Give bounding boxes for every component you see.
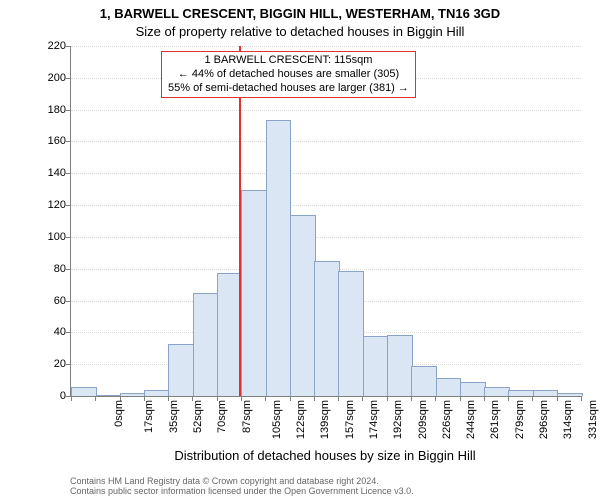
y-tick-mark xyxy=(66,110,71,111)
chart-container: 1, BARWELL CRESCENT, BIGGIN HILL, WESTER… xyxy=(0,0,600,500)
y-tick-mark xyxy=(66,173,71,174)
y-tick-label: 80 xyxy=(36,263,66,275)
x-tick-mark xyxy=(362,396,363,401)
plot-area: 1 BARWELL CRESCENT: 115sqm← 44% of detac… xyxy=(70,46,581,397)
y-tick-mark xyxy=(66,237,71,238)
x-tick-label: 244sqm xyxy=(465,400,477,439)
histogram-bar xyxy=(241,190,267,396)
y-tick-mark xyxy=(66,46,71,47)
page-title: 1, BARWELL CRESCENT, BIGGIN HILL, WESTER… xyxy=(0,6,600,21)
y-tick-mark xyxy=(66,364,71,365)
y-tick-label: 60 xyxy=(36,295,66,307)
x-tick-label: 105sqm xyxy=(271,400,283,439)
y-tick-label: 20 xyxy=(36,358,66,370)
x-tick-mark xyxy=(290,396,291,401)
histogram-bar xyxy=(266,120,292,396)
gridline xyxy=(71,173,581,174)
x-tick-label: 157sqm xyxy=(344,400,356,439)
histogram-bar xyxy=(193,293,219,396)
y-tick-mark xyxy=(66,269,71,270)
gridline xyxy=(71,205,581,206)
x-tick-label: 52sqm xyxy=(192,400,204,433)
x-tick-label: 70sqm xyxy=(216,400,228,433)
gridline xyxy=(71,110,581,111)
x-tick-mark xyxy=(387,396,388,401)
gridline xyxy=(71,237,581,238)
x-tick-label: 122sqm xyxy=(295,400,307,439)
x-axis-label: Distribution of detached houses by size … xyxy=(70,448,580,463)
histogram-bar xyxy=(338,271,364,396)
y-tick-mark xyxy=(66,301,71,302)
x-tick-mark xyxy=(265,396,266,401)
footer-line: Contains HM Land Registry data © Crown c… xyxy=(70,476,414,486)
histogram-bar xyxy=(290,215,316,396)
histogram-bar xyxy=(168,344,194,396)
y-tick-label: 160 xyxy=(36,135,66,147)
histogram-bar xyxy=(557,393,583,396)
histogram-bar xyxy=(484,387,510,396)
x-tick-mark xyxy=(435,396,436,401)
y-tick-label: 100 xyxy=(36,231,66,243)
x-tick-label: 17sqm xyxy=(143,400,155,433)
gridline xyxy=(71,141,581,142)
footer-line: Contains public sector information licen… xyxy=(70,486,414,496)
footer-attribution: Contains HM Land Registry data © Crown c… xyxy=(70,476,414,496)
histogram-bar xyxy=(508,390,534,396)
y-tick-mark xyxy=(66,78,71,79)
x-tick-label: 314sqm xyxy=(562,400,574,439)
y-tick-label: 40 xyxy=(36,326,66,338)
x-tick-label: 139sqm xyxy=(320,400,332,439)
histogram-bar xyxy=(314,261,340,396)
histogram-bar xyxy=(387,335,413,396)
y-tick-label: 0 xyxy=(36,390,66,402)
y-tick-mark xyxy=(66,205,71,206)
x-tick-label: 0sqm xyxy=(113,400,125,427)
gridline xyxy=(71,46,581,47)
x-tick-mark xyxy=(484,396,485,401)
y-tick-label: 180 xyxy=(36,104,66,116)
x-tick-mark xyxy=(532,396,533,401)
x-tick-label: 174sqm xyxy=(368,400,380,439)
x-tick-label: 87sqm xyxy=(241,400,253,433)
histogram-bar xyxy=(120,393,146,396)
y-tick-label: 120 xyxy=(36,199,66,211)
x-tick-mark xyxy=(411,396,412,401)
x-tick-mark xyxy=(95,396,96,401)
reference-line xyxy=(239,46,241,396)
histogram-bar xyxy=(533,390,559,396)
x-tick-mark xyxy=(557,396,558,401)
annotation-line: ← 44% of detached houses are smaller (30… xyxy=(168,68,409,82)
annotation-line: 1 BARWELL CRESCENT: 115sqm xyxy=(168,54,409,68)
y-tick-mark xyxy=(66,141,71,142)
annotation-box: 1 BARWELL CRESCENT: 115sqm← 44% of detac… xyxy=(161,51,416,98)
y-tick-label: 200 xyxy=(36,72,66,84)
x-tick-label: 331sqm xyxy=(587,400,599,439)
x-tick-mark xyxy=(460,396,461,401)
y-tick-mark xyxy=(66,332,71,333)
x-tick-label: 35sqm xyxy=(168,400,180,433)
x-tick-mark xyxy=(508,396,509,401)
x-tick-label: 192sqm xyxy=(392,400,404,439)
x-tick-label: 261sqm xyxy=(490,400,502,439)
y-tick-label: 140 xyxy=(36,167,66,179)
histogram-bar xyxy=(71,387,97,396)
x-tick-mark xyxy=(338,396,339,401)
histogram-bar xyxy=(411,366,437,396)
x-tick-label: 296sqm xyxy=(538,400,550,439)
x-tick-label: 226sqm xyxy=(441,400,453,439)
histogram-bar xyxy=(460,382,486,396)
x-tick-label: 279sqm xyxy=(514,400,526,439)
histogram-bar xyxy=(96,395,122,396)
x-tick-mark xyxy=(71,396,72,401)
annotation-line: 55% of semi-detached houses are larger (… xyxy=(168,82,409,96)
page-subtitle: Size of property relative to detached ho… xyxy=(0,24,600,39)
x-tick-label: 209sqm xyxy=(417,400,429,439)
histogram-bar xyxy=(363,336,389,396)
y-tick-label: 220 xyxy=(36,40,66,52)
histogram-bar xyxy=(144,390,170,396)
x-tick-mark xyxy=(581,396,582,401)
x-tick-mark xyxy=(314,396,315,401)
histogram-bar xyxy=(436,378,462,397)
